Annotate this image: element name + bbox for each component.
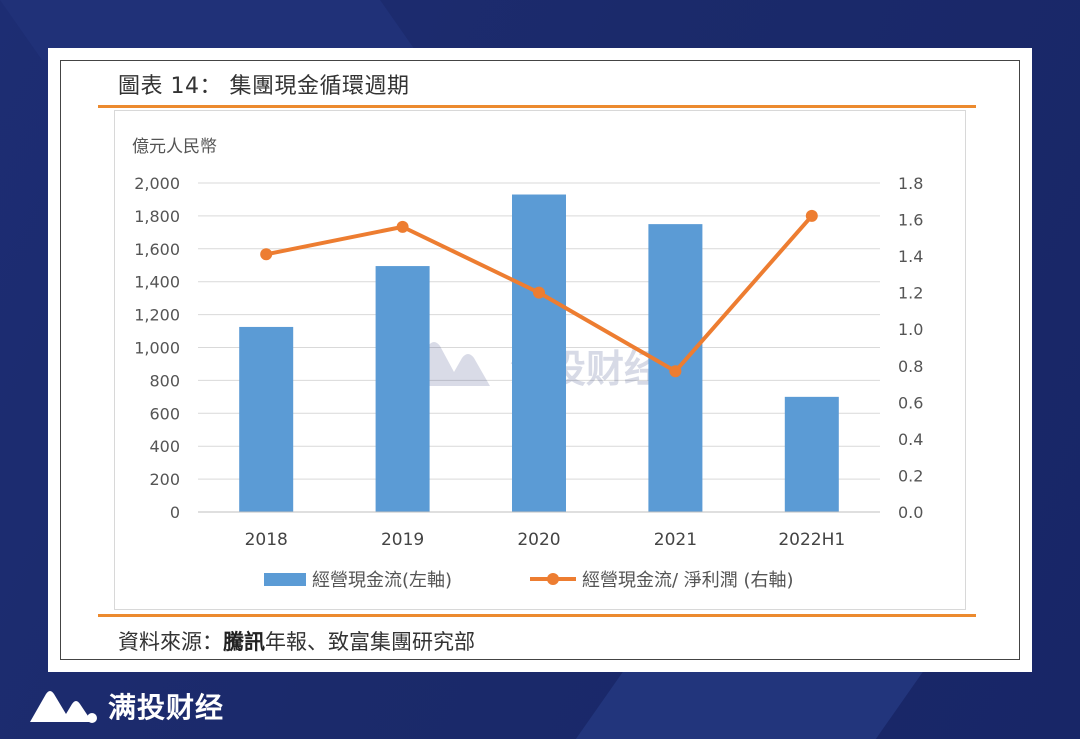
y-left-tick-label: 200 <box>149 470 180 489</box>
source-prefix: 資料來源： <box>118 630 223 654</box>
legend-bar-label: 經營現金流(左軸) <box>312 570 452 591</box>
y-left-tick-label: 800 <box>149 371 180 390</box>
y-right-tick-label: 1.0 <box>898 320 923 339</box>
y-right-tick-label: 0.2 <box>898 466 923 485</box>
bar-2018 <box>239 326 294 512</box>
source-rule <box>98 614 976 617</box>
y-left-tick-label: 1,400 <box>134 273 180 292</box>
source-note: 資料來源：騰訊年報、致富集團研究部 <box>118 626 475 656</box>
y-left-tick-label: 0 <box>170 503 180 522</box>
bar-2019 <box>375 266 430 512</box>
source-bold: 騰訊 <box>223 630 265 654</box>
x-tick-label: 2019 <box>381 530 424 550</box>
legend-line-marker <box>547 573 559 585</box>
y-right-tick-label: 0.0 <box>898 503 923 522</box>
x-tick-label: 2022H1 <box>778 530 845 550</box>
source-rest: 年報、致富集團研究部 <box>265 630 475 654</box>
y-left-tick-label: 400 <box>149 437 180 456</box>
y-right-tick-label: 1.8 <box>898 174 923 193</box>
y-left-tick-label: 1,200 <box>134 306 180 325</box>
brand-name: 满投财经 <box>108 691 225 724</box>
brand-logo: 满投财经 <box>28 686 224 726</box>
y-right-tick-label: 1.4 <box>898 247 923 266</box>
y-left-tick-label: 1,600 <box>134 240 180 259</box>
y-right-tick-label: 1.2 <box>898 284 923 303</box>
x-tick-label: 2021 <box>654 530 697 550</box>
line-point-2022H1 <box>805 209 818 222</box>
y-left-tick-label: 600 <box>149 404 180 423</box>
watermark-mark-icon <box>410 342 490 386</box>
y-right-tick-label: 0.8 <box>898 357 923 376</box>
y-right-tick-label: 0.4 <box>898 430 923 449</box>
bar-2020 <box>512 194 566 512</box>
y-left-tick-label: 1,000 <box>134 339 180 358</box>
x-tick-label: 2020 <box>517 530 560 550</box>
legend-line-label: 經營現金流/ 淨利潤 (右軸) <box>582 570 794 591</box>
title-rule <box>98 105 976 108</box>
x-tick-label: 2018 <box>245 530 288 550</box>
y-left-axis-label: 億元人民幣 <box>132 137 217 157</box>
legend-bar-swatch <box>264 573 306 586</box>
line-point-2021 <box>669 365 682 378</box>
line-point-2019 <box>396 220 409 233</box>
line-point-2020 <box>533 286 545 299</box>
line-point-2018 <box>260 248 273 261</box>
brand-mark-icon <box>30 691 97 723</box>
y-right-tick-label: 0.6 <box>898 393 923 412</box>
y-right-tick-label: 1.6 <box>898 211 923 230</box>
y-left-tick-label: 1,800 <box>134 207 180 226</box>
bar-2022H1 <box>784 396 839 512</box>
y-left-tick-label: 2,000 <box>134 174 180 193</box>
figure-title: 圖表 14： 集團現金循環週期 <box>118 74 410 99</box>
content-frame <box>60 60 1020 660</box>
